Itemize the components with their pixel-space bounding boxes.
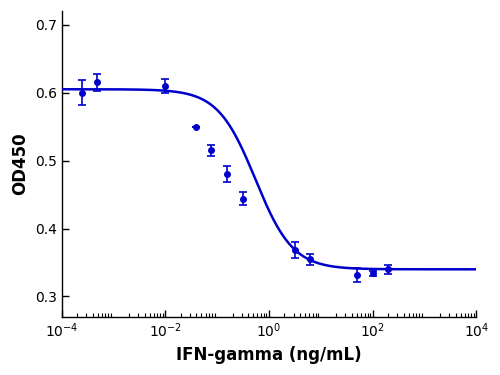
X-axis label: IFN-gamma (ng/mL): IFN-gamma (ng/mL)	[176, 346, 362, 364]
Y-axis label: OD450: OD450	[11, 133, 29, 195]
